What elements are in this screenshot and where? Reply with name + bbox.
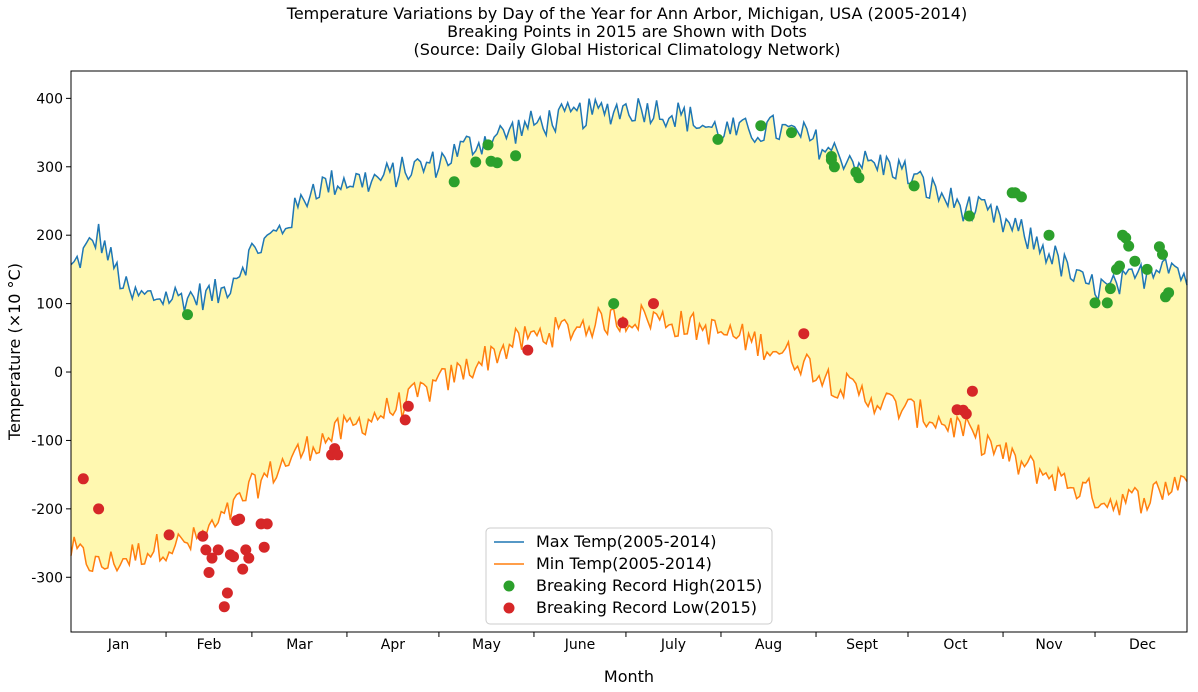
x-tick-label: Oct bbox=[943, 637, 968, 653]
title-line-3: (Source: Daily Global Historical Climato… bbox=[414, 40, 841, 59]
legend: Max Temp(2005-2014) Min Temp(2005-2014) Br… bbox=[485, 527, 773, 625]
record-high-point bbox=[1114, 260, 1125, 272]
x-tick-label: Nov bbox=[1035, 637, 1062, 653]
record-low-point bbox=[221, 587, 233, 599]
y-tick-label: -200 bbox=[31, 502, 63, 518]
fill-between-area bbox=[71, 98, 1187, 572]
record-low-point bbox=[212, 544, 224, 556]
title-line-2: Breaking Points in 2015 are Shown with D… bbox=[447, 22, 807, 41]
x-tick-label: Feb bbox=[197, 637, 222, 653]
record-high-point bbox=[608, 298, 620, 310]
x-tick-label: Dec bbox=[1129, 637, 1156, 653]
record-low-point bbox=[966, 385, 978, 397]
record-high-point bbox=[1163, 287, 1175, 299]
record-low-point bbox=[163, 529, 175, 541]
min-temp-line bbox=[70, 302, 1188, 573]
x-tick-label: May bbox=[472, 637, 501, 653]
record-high-point bbox=[908, 180, 920, 192]
record-low-point bbox=[399, 414, 411, 426]
record-low-point bbox=[234, 513, 246, 525]
record-high-point bbox=[1129, 255, 1141, 267]
legend-marker-swatch bbox=[503, 602, 515, 614]
legend-label: Breaking Record High(2015) bbox=[536, 576, 762, 595]
record-low-point bbox=[237, 563, 249, 575]
record-low-point bbox=[206, 552, 218, 564]
y-axis-ticks: -300 -200 -100 0 100 200 300 400 bbox=[31, 91, 71, 586]
x-tick-label: Apr bbox=[381, 637, 405, 653]
y-axis-label: Temperature (×10 °C) bbox=[5, 263, 24, 441]
x-axis-label: Month bbox=[604, 667, 654, 686]
record-low-point bbox=[332, 449, 344, 461]
legend-label: Min Temp(2005-2014) bbox=[536, 554, 712, 573]
record-high-point bbox=[755, 120, 767, 132]
record-low-point bbox=[261, 518, 273, 530]
x-tick-label: June bbox=[564, 637, 596, 653]
y-tick-label: 200 bbox=[36, 228, 63, 244]
record-low-point bbox=[258, 541, 270, 553]
record-high-point bbox=[491, 157, 503, 169]
record-high-point bbox=[470, 156, 482, 168]
record-low-point bbox=[798, 328, 810, 340]
legend-label: Max Temp(2005-2014) bbox=[536, 532, 717, 551]
x-tick-label: July bbox=[660, 637, 686, 653]
record-low-point bbox=[402, 400, 414, 412]
record-high-point bbox=[1104, 283, 1116, 295]
x-tick-label: Aug bbox=[755, 637, 782, 653]
x-tick-label: Jan bbox=[107, 637, 130, 653]
record-high-point bbox=[448, 176, 460, 188]
record-low-point bbox=[617, 317, 629, 329]
y-tick-label: 100 bbox=[36, 297, 63, 313]
record-high-point bbox=[853, 172, 865, 184]
record-low-point bbox=[218, 601, 230, 613]
legend-marker-swatch bbox=[503, 580, 515, 592]
record-high-point bbox=[510, 150, 522, 162]
record-high-point bbox=[1141, 263, 1153, 275]
record-low-point bbox=[203, 567, 215, 578]
legend-box bbox=[485, 527, 773, 625]
record-low-point bbox=[197, 530, 209, 542]
record-low-points bbox=[77, 298, 978, 613]
record-high-point bbox=[1015, 191, 1027, 203]
chart-title: Temperature Variations by Day of the Yea… bbox=[286, 4, 967, 59]
y-tick-label: 300 bbox=[36, 160, 63, 176]
record-low-point bbox=[93, 503, 105, 515]
record-low-point bbox=[228, 551, 239, 563]
y-tick-label: 0 bbox=[54, 365, 63, 381]
record-low-point bbox=[77, 473, 89, 485]
record-high-point bbox=[182, 309, 193, 321]
plot-frame bbox=[70, 70, 1188, 633]
record-high-point bbox=[1043, 229, 1055, 241]
record-high-points bbox=[182, 120, 1175, 321]
x-axis-ticks: Jan Feb Mar Apr May June July Aug Sept Oct Nov Dec bbox=[107, 632, 1156, 653]
title-line-1: Temperature Variations by Day of the Yea… bbox=[286, 4, 967, 23]
legend-label: Breaking Record Low(2015) bbox=[536, 598, 757, 617]
record-high-point bbox=[1157, 248, 1168, 260]
record-low-point bbox=[522, 344, 534, 356]
record-high-point bbox=[786, 127, 797, 139]
record-high-point bbox=[712, 133, 724, 145]
record-low-point bbox=[648, 298, 659, 310]
record-high-point bbox=[1101, 297, 1113, 309]
max-temp-line bbox=[70, 96, 1188, 312]
record-low-point bbox=[200, 544, 212, 556]
record-low-point bbox=[960, 408, 972, 420]
record-high-point bbox=[1123, 240, 1135, 252]
record-high-point bbox=[1089, 297, 1101, 309]
y-tick-label: -100 bbox=[31, 433, 63, 449]
y-tick-label: -300 bbox=[31, 570, 63, 586]
x-tick-label: Mar bbox=[286, 637, 313, 653]
record-low-point bbox=[243, 552, 255, 564]
record-high-point bbox=[963, 210, 975, 222]
y-tick-label: 400 bbox=[36, 91, 63, 107]
record-high-point bbox=[828, 161, 840, 173]
x-tick-label: Sept bbox=[846, 637, 878, 653]
record-high-point bbox=[482, 139, 494, 151]
